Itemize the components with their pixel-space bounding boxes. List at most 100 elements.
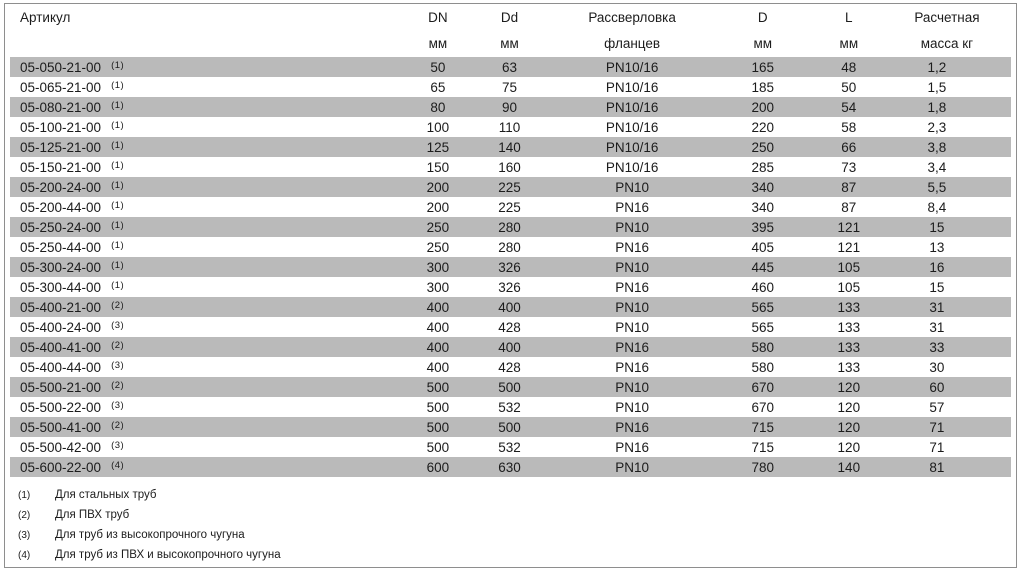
cell-dd: 160 (498, 159, 521, 175)
cell-dd: 500 (498, 379, 521, 395)
cell-dd: 280 (498, 219, 521, 235)
article-number: 05-250-24-00 (20, 219, 102, 235)
cell-l: 48 (841, 59, 857, 75)
footnote-ref: (4) (111, 459, 125, 471)
table-row: 05-300-44-00 (1) 300 326 PN16 460 105 15 (10, 277, 1011, 297)
cell-d: 405 (751, 239, 774, 255)
footnote-text: Для ПВХ труб (55, 509, 130, 521)
footnote-ref: (2) (111, 379, 125, 391)
cell-pn: PN10 (615, 219, 649, 235)
cell-dn: 50 (430, 59, 446, 75)
cell-l: 58 (841, 119, 857, 135)
footnote: (1) Для стальных труб (18, 485, 1016, 505)
cell-l: 105 (837, 259, 861, 275)
cell-article: 05-100-21-00 (1) (10, 117, 410, 137)
header-row-labels: Артикул DN Dd Рассверловка D L Расчетная (10, 4, 1011, 30)
footnote-ref: (1) (111, 259, 125, 271)
cell-d: 580 (751, 339, 774, 355)
cell-l: 120 (837, 399, 861, 415)
cell-mass: 31 (929, 319, 945, 335)
cell-pn: PN10/16 (605, 99, 659, 115)
column-header-unit: мм (428, 36, 448, 51)
cell-d: 670 (751, 379, 774, 395)
cell-pn: PN16 (615, 419, 649, 435)
table-row: 05-400-24-00 (3) 400 428 PN10 565 133 31 (10, 317, 1011, 337)
article-number: 05-300-44-00 (20, 279, 102, 295)
cell-mass: 3,8 (927, 139, 947, 155)
article-number: 05-600-22-00 (20, 459, 102, 475)
cell-article: 05-500-41-00 (2) (10, 417, 410, 437)
footnote: (4) Для труб из ПВХ и высокопрочного чугу… (18, 545, 1016, 565)
footnote-ref: (1) (111, 59, 125, 71)
cell-dn: 400 (426, 359, 450, 375)
cell-dn: 150 (426, 159, 450, 175)
footnote-ref: (1) (111, 219, 125, 231)
cell-mass: 1,8 (927, 99, 947, 115)
footnote-ref: (2) (111, 339, 125, 351)
cell-mass: 5,5 (927, 179, 947, 195)
cell-d: 460 (751, 279, 774, 295)
cell-d: 285 (751, 159, 774, 175)
cell-dn: 65 (430, 79, 446, 95)
table-header: Артикул DN Dd Рассверловка D L Расчетная мм мм ф… (10, 4, 1011, 57)
cell-article: 05-250-24-00 (1) (10, 217, 410, 237)
cell-d: 780 (751, 459, 774, 475)
footnote-marker: (1) (18, 490, 31, 501)
cell-mass: 13 (929, 239, 945, 255)
cell-mass: 2,3 (927, 119, 947, 135)
table-body: 05-050-21-00 (1) 50 63 PN10/16 165 48 1,2 05-065… (10, 57, 1011, 477)
cell-dn: 200 (426, 179, 450, 195)
cell-pn: PN16 (615, 239, 649, 255)
cell-l: 87 (841, 179, 857, 195)
cell-pn: PN16 (615, 439, 649, 455)
cell-l: 120 (837, 439, 861, 455)
cell-l: 133 (837, 359, 861, 375)
cell-article: 05-300-44-00 (1) (10, 277, 410, 297)
article-number: 05-400-24-00 (20, 319, 102, 335)
article-number: 05-050-21-00 (20, 59, 102, 75)
column-header-unit: мм (500, 36, 519, 51)
cell-pn: PN10/16 (605, 59, 659, 75)
footnote-ref: (2) (111, 299, 125, 311)
footnote-ref: (1) (111, 99, 125, 111)
cell-dn: 300 (426, 279, 450, 295)
cell-d: 670 (751, 399, 774, 415)
cell-mass: 15 (929, 219, 945, 235)
footnote-ref: (1) (111, 239, 125, 251)
cell-d: 200 (751, 99, 774, 115)
article-number: 05-500-42-00 (20, 439, 102, 455)
cell-article: 05-150-21-00 (1) (10, 157, 410, 177)
footnote-ref: (1) (111, 79, 125, 91)
table-row: 05-500-41-00 (2) 500 500 PN16 715 120 71 (10, 417, 1011, 437)
cell-pn: PN10/16 (605, 119, 659, 135)
cell-d: 185 (751, 79, 774, 95)
cell-l: 140 (837, 459, 861, 475)
column-header-unit: мм (753, 36, 773, 51)
cell-dd: 110 (498, 119, 521, 135)
table-row: 05-300-24-00 (1) 300 326 PN10 445 105 16 (10, 257, 1011, 277)
footnote-ref: (1) (111, 139, 125, 151)
cell-d: 580 (751, 359, 774, 375)
cell-dd: 326 (498, 259, 521, 275)
cell-dd: 532 (498, 439, 521, 455)
column-header-label: Расчетная (914, 9, 980, 25)
column-header-label: D (757, 9, 768, 25)
article-number: 05-500-21-00 (20, 379, 102, 395)
cell-article: 05-400-21-00 (2) (10, 297, 410, 317)
footnote-ref: (2) (111, 419, 125, 431)
footnote-ref: (3) (111, 359, 125, 371)
article-number: 05-080-21-00 (20, 99, 102, 115)
footnote: (3) Для труб из высокопрочного чугуна (18, 525, 1016, 545)
cell-article: 05-500-22-00 (3) (10, 397, 410, 417)
footnote-marker: (2) (18, 510, 31, 521)
table-row: 05-125-21-00 (1) 125 140 PN10/16 250 66 3,8 (10, 137, 1011, 157)
cell-dd: 140 (498, 139, 521, 155)
table-row: 05-050-21-00 (1) 50 63 PN10/16 165 48 1,2 (10, 57, 1011, 77)
article-number: 05-250-44-00 (20, 239, 102, 255)
cell-d: 445 (751, 259, 774, 275)
article-number: 05-100-21-00 (20, 119, 102, 135)
cell-mass: 1,5 (927, 79, 947, 95)
cell-article: 05-200-44-00 (1) (10, 197, 410, 217)
article-number: 05-200-44-00 (20, 199, 102, 215)
cell-dn: 600 (426, 459, 450, 475)
